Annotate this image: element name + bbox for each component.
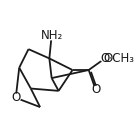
Ellipse shape: [11, 94, 21, 101]
Text: OCH₃: OCH₃: [103, 52, 134, 65]
Ellipse shape: [111, 53, 127, 64]
Text: O: O: [91, 83, 100, 96]
Text: O: O: [100, 52, 110, 65]
Ellipse shape: [46, 31, 58, 40]
Text: O: O: [11, 91, 20, 104]
Text: NH₂: NH₂: [41, 29, 63, 42]
Ellipse shape: [100, 55, 109, 62]
Ellipse shape: [91, 86, 100, 93]
